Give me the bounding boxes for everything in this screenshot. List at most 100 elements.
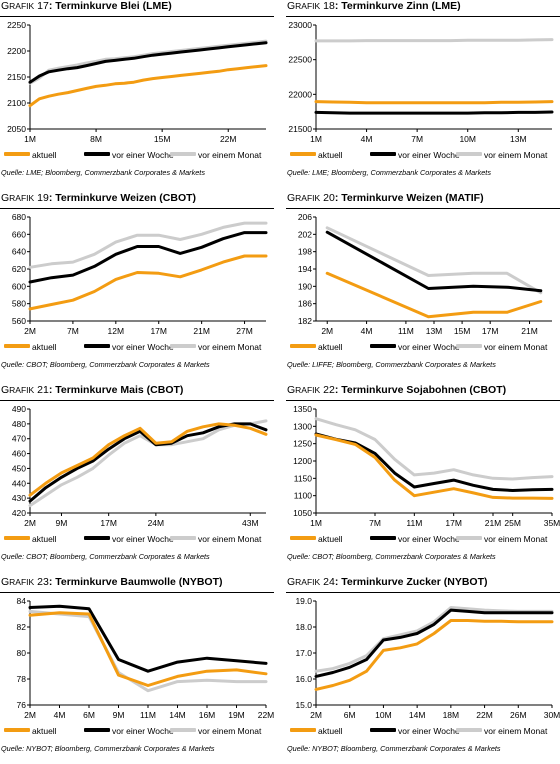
legend-label: aktuell [32,726,57,736]
panel-title: GRAFIK 20: Terminkurve Weizen (MATIF) [287,192,484,204]
grafik-number: 18 [323,0,335,12]
y-tick-label: 84 [17,596,27,606]
y-tick-label: 1350 [293,404,312,414]
y-tick-label: 198 [298,247,312,257]
grafik-initial: G [287,384,296,396]
y-tick-label: 2250 [7,20,26,30]
legend-swatch [290,728,316,732]
chart-panel: GRAFIK 21: Terminkurve Mais (CBOT) 420 430… [0,384,274,572]
x-tick-label: 2M [310,710,322,720]
panel-header: GRAFIK 23: Terminkurve Baumwolle (NYBOT) [0,576,274,593]
chart-title: Terminkurve Zucker (NYBOT) [341,576,488,588]
legend-swatch [370,728,396,732]
grafik-label: RAFIK [9,385,35,395]
line-chart: 76 78 80 82 84 2M 4M 6M 9M 11M 14M 16M 19M 22M [17,596,275,720]
grafik-initial: G [287,192,296,204]
x-tick-label: 7M [67,326,79,336]
y-tick-label: 2200 [7,46,26,56]
grafik-initial: G [1,384,10,396]
legend-swatch [456,152,482,156]
legend-label: aktuell [32,150,57,160]
grafik-number: 22 [323,384,335,396]
legend-swatch [456,536,482,540]
x-tick-label: 7M [369,518,381,528]
legend-label: vor einem Monat [484,726,548,736]
y-tick-label: 17.0 [295,648,312,658]
source-note: Quelle: CBOT; Bloomberg, Commerzbank Cor… [1,552,210,561]
legend-swatch [170,728,196,732]
y-tick-label: 460 [12,449,26,459]
grafik-label: RAFIK [295,577,321,587]
legend: aktuell vor einer Woche vor einem Monat [0,725,274,739]
x-tick-label: 4M [361,134,373,144]
legend-label: vor einer Woche [112,342,174,352]
legend: aktuell vor einer Woche vor einem Monat [286,149,560,163]
legend-swatch [4,536,30,540]
y-tick-label: 600 [12,281,26,291]
line-chart: 1050 1100 1150 1200 1250 1300 1350 1M 7M 11M 17M 21… [293,404,560,528]
y-tick-label: 480 [12,419,26,429]
legend-label: vor einer Woche [112,534,174,544]
source-note: Quelle: CBOT; Bloomberg, Commerzbank Cor… [1,360,210,369]
source-note: Quelle: LME; Bloomberg, Commerzbank Corp… [287,168,491,177]
source-note: Quelle: LIFFE; Bloomberg, Commerzbank Co… [287,360,496,369]
x-tick-label: 1M [310,518,322,528]
grafik-initial: G [1,576,10,588]
x-tick-label: 4M [361,326,373,336]
grafik-number: 19 [37,192,49,204]
legend-label: vor einer Woche [398,726,460,736]
y-tick-label: 1250 [293,439,312,449]
y-tick-label: 21500 [288,124,312,134]
y-tick-label: 186 [298,299,312,309]
grafik-label: RAFIK [295,385,321,395]
panel-header: GRAFIK 18: Terminkurve Zinn (LME) [286,0,560,17]
x-tick-label: 21M [521,326,538,336]
legend-label: aktuell [318,726,343,736]
x-tick-label: 27M [236,326,253,336]
y-tick-label: 490 [12,404,26,414]
legend-swatch [290,344,316,348]
panel-title: GRAFIK 24: Terminkurve Zucker (NYBOT) [287,576,488,588]
legend-label: vor einem Monat [484,150,548,160]
x-tick-label: 11M [406,518,422,528]
y-tick-label: 1050 [293,508,312,518]
y-tick-label: 430 [12,493,26,503]
grafik-label: RAFIK [9,577,35,587]
y-tick-label: 2050 [7,124,26,134]
grafik-initial: G [287,576,296,588]
y-tick-label: 22500 [288,55,312,65]
chart-title: Terminkurve Blei (LME) [55,0,172,12]
y-tick-label: 194 [298,264,312,274]
panel-header: GRAFIK 20: Terminkurve Weizen (MATIF) [286,192,560,209]
line-chart: 15.0 16.0 17.0 18.0 19.0 2M 6M 10M 14M 18M 22M 26M 3… [295,596,560,720]
legend: aktuell vor einer Woche vor einem Monat [286,725,560,739]
grafik-number: 23 [37,576,49,588]
x-tick-label: 22M [220,134,237,144]
x-tick-label: 2M [24,326,36,336]
grafik-number: 24 [323,576,335,588]
legend: aktuell vor einer Woche vor einem Monat [0,149,274,163]
x-tick-label: 9M [56,518,68,528]
legend-label: aktuell [318,342,343,352]
series-week-line [28,231,268,284]
y-tick-label: 82 [17,622,27,632]
x-tick-label: 7M [411,134,423,144]
x-tick-label: 13M [510,134,527,144]
legend-label: vor einer Woche [112,150,174,160]
legend-label: vor einer Woche [112,726,174,736]
series-aktuell-line [28,64,268,108]
series-aktuell-line [314,100,554,105]
chart-title: Terminkurve Sojabohnen (CBOT) [341,384,507,396]
legend-swatch [170,344,196,348]
y-tick-label: 16.0 [295,674,312,684]
x-tick-label: 35M [544,518,560,528]
y-tick-label: 206 [298,212,312,222]
series-aktuell-line [28,254,268,311]
source-note: Quelle: NYBOT; Bloomberg, Commerzbank Co… [1,744,215,753]
legend-label: aktuell [32,534,57,544]
chart-title: Terminkurve Baumwolle (NYBOT) [55,576,223,588]
legend: aktuell vor einer Woche vor einem Monat [0,533,274,547]
x-tick-label: 17M [150,326,167,336]
series-week-line [314,608,554,678]
x-tick-label: 17M [445,518,462,528]
